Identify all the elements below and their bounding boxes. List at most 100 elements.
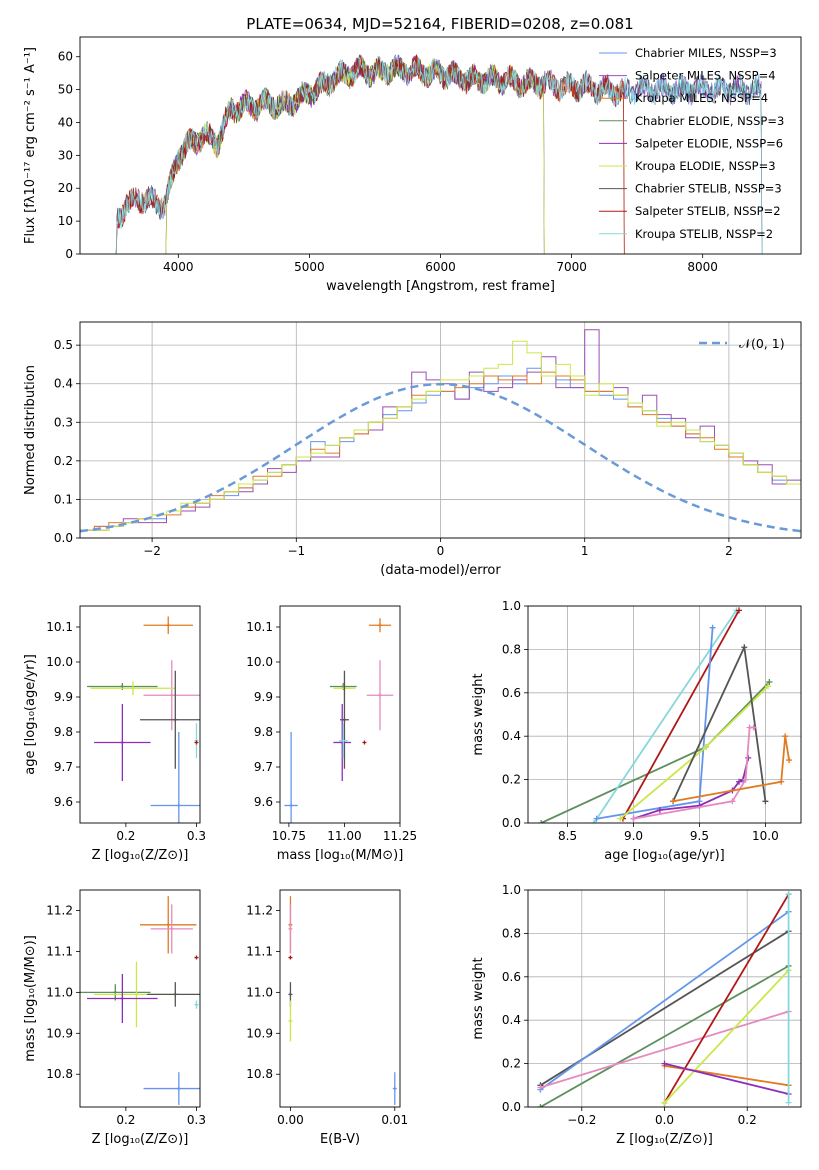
- spectrum-kroupa_stelib: [115, 54, 763, 254]
- legend-entry-chabrier_stelib: Chabrier STELIB, NSSP=3: [599, 182, 782, 196]
- normal-curve: [80, 382, 801, 533]
- errorbar-salpeter_stelib: [288, 955, 293, 960]
- panel-mass_vs_ebv: 0.00 0.01 10.8 10.9 11.0 11.1 11.2 E(B-V): [246, 889, 408, 1147]
- plot-area: [87, 616, 200, 823]
- legend-entry-normal: 𝒩(0, 1): [699, 336, 785, 351]
- x-tick-label: 4000: [163, 260, 194, 274]
- weight-marker: [729, 798, 736, 805]
- y-tick-label: 0.3: [54, 415, 73, 429]
- point-marker: [113, 990, 118, 995]
- legend-entry-kroupa_elodie: Kroupa ELODIE, NSSP=3: [599, 159, 776, 173]
- x-axis-label: (data-model)/error: [380, 563, 501, 578]
- y-tick-label: 0.4: [502, 1013, 521, 1027]
- errorbar-chabrier_elodie: [80, 984, 151, 1001]
- plot-area: [80, 896, 200, 1105]
- point-marker: [194, 740, 199, 745]
- weight-marker: [786, 757, 793, 764]
- weight-marker: [661, 1099, 668, 1106]
- y-axis-label: mass weight: [471, 957, 486, 1039]
- x-axis-label: age [log₁₀(age/yr)]: [604, 848, 725, 863]
- y-tick-label: 20: [58, 181, 73, 195]
- y-axis-label: age [log₁₀(age/yr)]: [23, 654, 38, 775]
- point-marker: [173, 717, 178, 722]
- weight-line-kroupa_stelib: [593, 609, 738, 823]
- legend-label: 𝒩(0, 1): [739, 336, 785, 351]
- point-marker: [362, 740, 367, 745]
- figure-title: PLATE=0634, MJD=52164, FIBERID=0208, z=0…: [246, 15, 633, 33]
- errorbar-kroupa_miles: [368, 618, 392, 633]
- y-tick-label: 9.9: [54, 690, 73, 704]
- point-marker: [289, 803, 294, 808]
- y-axis-label: Flux [fλ10⁻¹⁷ erg cm⁻² s⁻¹ A⁻¹]: [23, 47, 38, 244]
- x-tick-label: 0.01: [381, 1113, 408, 1127]
- y-tick-label: 9.6: [254, 795, 273, 809]
- plot-area: [538, 607, 793, 823]
- weight-marker: [741, 644, 748, 651]
- weight-marker: [617, 815, 624, 822]
- weight-line-pink: [540, 1010, 789, 1089]
- errorbar-salpeter_stelib: [194, 955, 199, 960]
- errorbar-pink: [288, 904, 293, 954]
- weight-marker: [785, 891, 792, 898]
- y-tick-label: 0.2: [502, 773, 521, 787]
- point-marker: [120, 996, 125, 1001]
- errorbar-chabrier_elodie: [330, 683, 357, 690]
- y-tick-label: 0.8: [502, 926, 521, 940]
- x-tick-label: 10.75: [272, 829, 306, 843]
- point-marker: [176, 803, 181, 808]
- y-tick-label: 1.0: [502, 599, 521, 613]
- y-tick-label: 9.9: [254, 690, 273, 704]
- x-tick-label: 0.0: [655, 1113, 674, 1127]
- point-marker: [194, 1002, 199, 1007]
- point-marker: [288, 926, 293, 931]
- y-tick-label: 0.8: [502, 642, 521, 656]
- errorbar-chabrier_stelib: [340, 670, 349, 769]
- y-axis-label: Normed distribution: [23, 365, 38, 495]
- axes-frame: [527, 889, 802, 1108]
- y-tick-label: 0: [65, 247, 73, 261]
- panel-weight_vs_age: 8.5 9.0 9.5 10.0 0.0 0.2 0.4 0.6 0.8 1.0 age [log₁…: [471, 599, 802, 863]
- axes-frame: [79, 605, 201, 824]
- y-tick-label: 0.4: [502, 729, 521, 743]
- y-axis-label: mass [log₁₀(M/M⊙)]: [23, 935, 38, 1062]
- y-tick-label: 11.1: [246, 944, 273, 958]
- y-tick-label: 10.9: [46, 1026, 73, 1040]
- legend-label: Kroupa STELIB, NSSP=2: [635, 227, 773, 241]
- weight-line-kroupa_miles: [672, 736, 790, 803]
- point-marker: [176, 1086, 181, 1091]
- weight-marker: [703, 744, 710, 751]
- errorbar-chabrier_miles: [392, 1072, 397, 1105]
- y-tick-label: 0.6: [502, 970, 521, 984]
- errorbar-kroupa_stelib: [338, 723, 348, 759]
- y-tick-label: 0.5: [54, 338, 73, 352]
- y-tick-label: 10.8: [46, 1067, 73, 1081]
- legend-entry-kroupa_miles: Kroupa MILES, NSSP=4: [599, 91, 768, 105]
- y-tick-label: 1.0: [502, 883, 521, 897]
- legend-entry-chabrier_miles: Chabrier MILES, NSSP=3: [599, 46, 777, 60]
- errorbar-pink: [150, 904, 193, 954]
- x-axis-label: Z [log₁₀(Z/Z⊙)]: [616, 1132, 713, 1147]
- y-tick-label: 10.8: [246, 1067, 273, 1081]
- axes-frame: [279, 889, 401, 1108]
- y-tick-label: 0.2: [502, 1057, 521, 1071]
- x-axis-label: wavelength [Angstrom, rest frame]: [326, 279, 555, 294]
- errorbar-chabrier_stelib: [147, 982, 200, 1007]
- x-axis-label: Z [log₁₀(Z/Z⊙)]: [92, 848, 189, 863]
- x-tick-label: 8.5: [558, 829, 577, 843]
- point-marker: [169, 693, 174, 698]
- errorbar-kroupa_stelib: [194, 1000, 199, 1009]
- weight-marker: [656, 806, 663, 813]
- legend-entry-kroupa_stelib: Kroupa STELIB, NSSP=2: [599, 227, 773, 241]
- panel-residuals: −2 −1 0 1 2 0.0 0.1 0.2 0.3 0.4 0.5 (data-model)/er…: [23, 321, 802, 578]
- legend-label: Salpeter STELIB, NSSP=2: [635, 204, 781, 218]
- errorbar-kroupa_elodie: [90, 681, 176, 696]
- y-tick-label: 40: [58, 115, 73, 129]
- legend-entry-salpeter_stelib: Salpeter STELIB, NSSP=2: [599, 204, 781, 218]
- weight-line-chabrier_stelib: [672, 644, 767, 802]
- errorbar-chabrier_stelib: [140, 670, 200, 769]
- axes-frame: [79, 321, 802, 539]
- axes-frame: [279, 605, 401, 824]
- y-tick-label: 0.1: [54, 492, 73, 506]
- point-marker: [288, 992, 293, 997]
- plot-area: [284, 618, 394, 823]
